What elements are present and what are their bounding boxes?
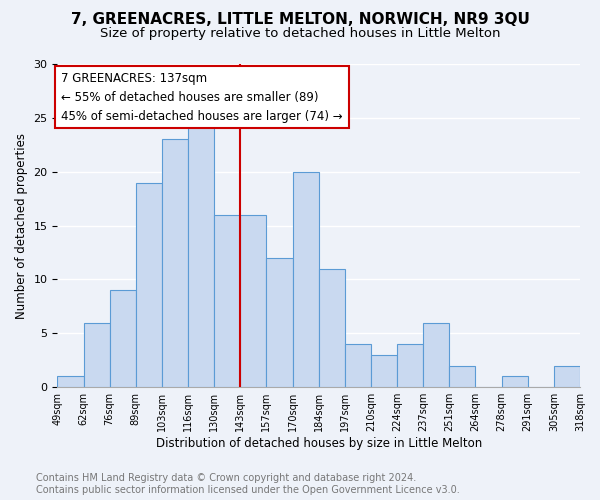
Bar [319, 268, 345, 387]
Bar [502, 376, 528, 387]
Text: 7, GREENACRES, LITTLE MELTON, NORWICH, NR9 3QU: 7, GREENACRES, LITTLE MELTON, NORWICH, N… [71, 12, 529, 28]
Bar [345, 344, 371, 387]
Bar [266, 258, 293, 387]
Bar [83, 322, 110, 387]
Bar [423, 322, 449, 387]
Bar [241, 215, 266, 387]
Bar [449, 366, 475, 387]
Bar [214, 215, 241, 387]
X-axis label: Distribution of detached houses by size in Little Melton: Distribution of detached houses by size … [155, 437, 482, 450]
Bar [110, 290, 136, 387]
Text: Contains HM Land Registry data © Crown copyright and database right 2024.
Contai: Contains HM Land Registry data © Crown c… [36, 474, 460, 495]
Y-axis label: Number of detached properties: Number of detached properties [15, 132, 28, 318]
Bar [293, 172, 319, 387]
Bar [162, 140, 188, 387]
Bar [136, 182, 162, 387]
Bar [554, 366, 580, 387]
Text: 7 GREENACRES: 137sqm
← 55% of detached houses are smaller (89)
45% of semi-detac: 7 GREENACRES: 137sqm ← 55% of detached h… [61, 72, 343, 122]
Bar [397, 344, 423, 387]
Bar [188, 118, 214, 387]
Bar [371, 355, 397, 387]
Text: Size of property relative to detached houses in Little Melton: Size of property relative to detached ho… [100, 28, 500, 40]
Bar [58, 376, 83, 387]
